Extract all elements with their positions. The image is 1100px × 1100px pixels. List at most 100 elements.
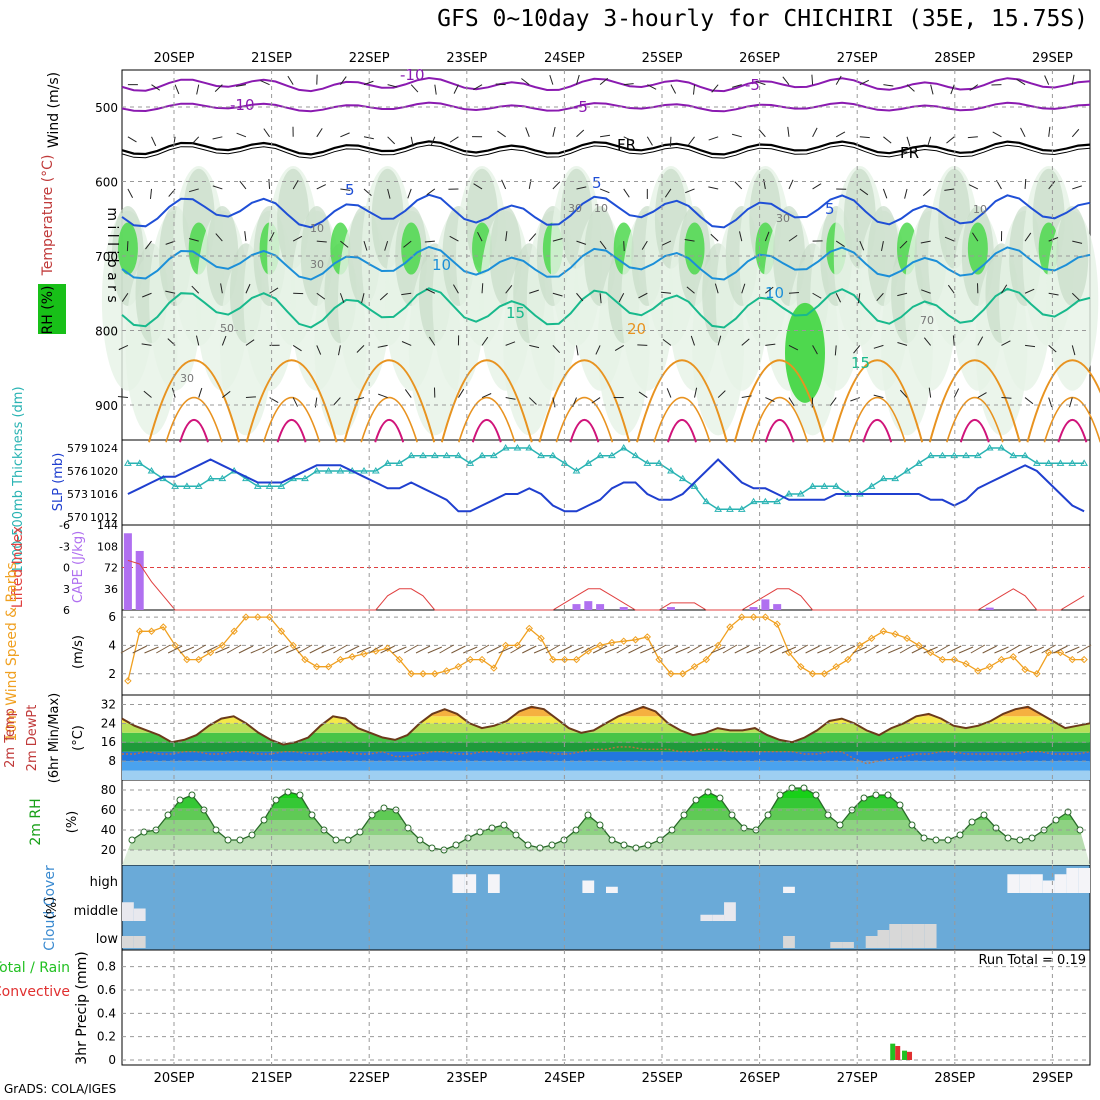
wind-speed-point [230,627,238,635]
thickness-point [1056,459,1065,466]
wind-barb [947,284,955,294]
wind-barb [449,136,459,143]
contour-label: 5 [825,200,835,218]
thickness-point [1021,451,1029,459]
thickness-point [985,444,994,451]
contour-25 [262,396,321,443]
rh-point [884,791,892,799]
wind-barb [356,345,365,353]
thickness-point [277,482,286,489]
thickness-point [312,467,321,474]
wind-barb [576,186,587,190]
thickness-point [1080,459,1088,466]
wind-barb [638,292,648,299]
rh-point [548,841,556,849]
axis-label-rh: RH (%) [40,286,56,335]
wind-speed-point [135,627,144,635]
thickness-point [489,451,498,459]
wind-barb [765,286,774,294]
axis-label-minmax: (6hr Min/Max) [47,693,62,783]
date-label-top: 23SEP [446,51,487,66]
wind-barb [191,285,200,294]
wind-barb [575,345,579,356]
wind-barb [1048,237,1059,242]
wind-speed-point [537,634,545,643]
thickness-point [324,467,333,474]
date-label-top: 20SEP [154,51,195,66]
temp-band [122,761,1090,771]
cloud-cell [452,874,465,893]
thickness-point [619,444,628,451]
wind-speed-point [915,641,923,650]
wind-barb [263,128,270,138]
wind-barb [883,136,892,144]
rh-point [920,834,928,842]
wind-barb [314,397,318,408]
rh-point [908,821,916,829]
wind-barb [165,290,176,294]
wind-barb [453,284,459,294]
wind-barb [835,240,845,247]
temp-tick: 32 [101,697,116,711]
rh-point [740,824,748,832]
thickness-point [395,459,404,466]
pressure-tick: 700 [95,250,118,264]
date-label-top: 27SEP [837,51,878,66]
wind-barb-10m [238,645,254,654]
date-label-top: 21SEP [251,51,292,66]
thickness-point [702,497,711,505]
rh-point [584,811,592,819]
wind-barb [899,389,908,398]
rh-point [872,791,880,799]
cloud-cell [122,902,134,921]
thickness-point [903,467,911,474]
wind-speed-point [254,613,262,621]
rh-point [284,788,292,796]
wind-barb [835,293,842,303]
wind-barb-10m [250,646,265,654]
contour-label: 30 [776,212,790,225]
wind-speed-point [572,655,581,664]
wind-barb [1069,397,1073,408]
wind-barb [121,292,129,302]
wind-speed-point [466,655,474,664]
wind-barb [481,336,489,346]
wind-barb-10m [817,646,832,654]
wind-barb [379,292,388,301]
wind-barb [857,293,861,304]
wind-speed-point [738,613,746,621]
axis-label-temp: 2m Temp [3,708,18,768]
contour-freezing [121,144,1091,159]
rh-point [728,811,736,819]
cloud-cell [1030,874,1043,893]
wind-barb-10m [321,646,336,654]
wind-barb-10m [333,644,348,654]
axis-label-wind: Wind (m/s) [46,72,62,148]
wind-barb [337,345,341,356]
wind-barb [505,285,513,294]
wind-tick: 6 [108,610,116,624]
wind-barb-10m [274,645,289,654]
slp-line [127,458,1085,513]
cape-bar [596,604,605,610]
wind-barb-10m [569,646,584,654]
wind-barb-10m [167,645,183,654]
contour-30 [667,419,697,443]
wind-barb [1025,344,1036,348]
wind-speed-point [702,655,711,664]
rh-point [980,811,988,819]
wind-barb-10m [663,645,679,654]
cape-bar [135,550,144,610]
slp-tick: 1024 [90,442,118,455]
wind-barb [404,389,412,398]
wind-speed-point [773,620,781,628]
cloud-cell [1042,880,1055,893]
wind-barb [969,84,979,91]
rh-point [524,841,532,849]
wind-barb-10m [793,644,809,654]
wind-barb [552,345,561,354]
wind-barb-10m [545,644,561,654]
rh-point [296,791,304,799]
wind-speed-point [147,627,156,635]
thickness-point [749,497,758,505]
